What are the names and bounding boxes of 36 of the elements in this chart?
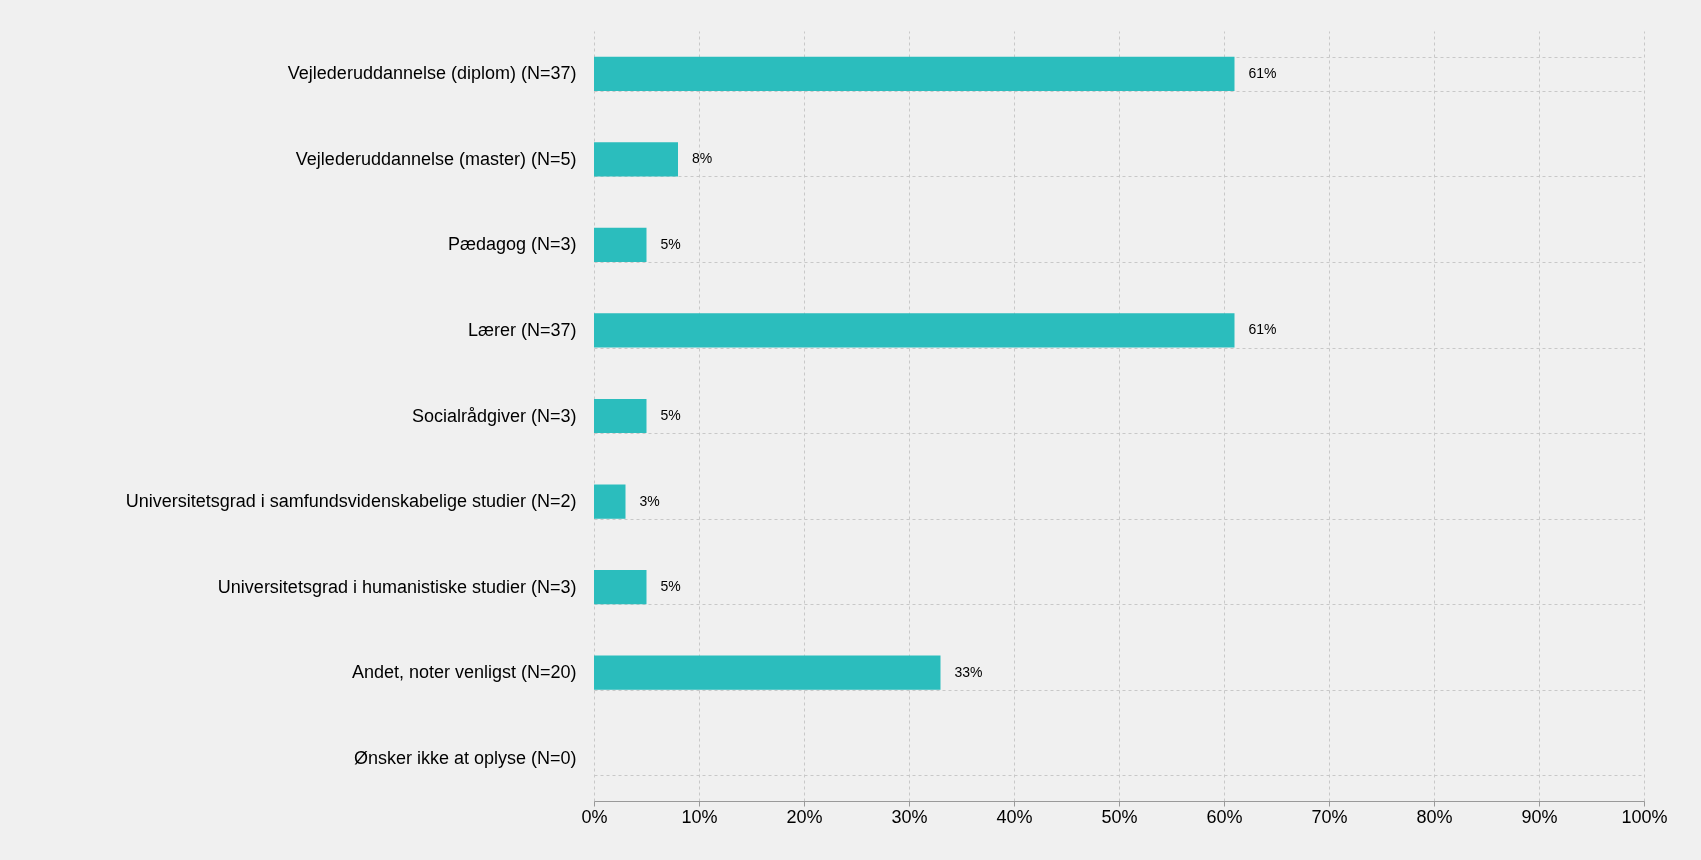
bar — [594, 313, 1235, 348]
x-tick-label: 60% — [1206, 806, 1243, 827]
data-label: 5% — [660, 407, 681, 423]
y-tick-label: Lærer (N=37) — [467, 319, 577, 340]
y-tick-label: Vejlederuddannelse (diplom) (N=37) — [287, 63, 577, 84]
bar — [594, 398, 647, 434]
x-tick-label: 20% — [786, 806, 823, 827]
data-label: 5% — [660, 578, 681, 595]
x-tick-label: 0% — [581, 806, 608, 827]
y-tick-label: Universitetsgrad i humanistiske studier (N=3) — [217, 576, 577, 597]
x-tick-label: 80% — [1416, 806, 1453, 827]
y-tick-label: Pædagog (N=3) — [447, 234, 577, 255]
bar — [594, 227, 647, 262]
y-tick-label: Universitetsgrad i samfundsvidenskabelige studier (N=2) — [125, 491, 577, 512]
y-tick-label: Socialrådgiver (N=3) — [411, 405, 577, 426]
x-tick-label: 40% — [996, 806, 1033, 827]
data-label: 61% — [1248, 64, 1277, 81]
data-label: 3% — [639, 492, 660, 509]
x-tick-label: 90% — [1521, 806, 1558, 827]
x-tick-label: 50% — [1101, 806, 1138, 827]
x-tick-label: 70% — [1311, 806, 1348, 827]
x-tick-label: 10% — [681, 806, 718, 827]
data-label: 61% — [1248, 321, 1277, 338]
bar — [594, 570, 647, 605]
bar — [594, 56, 1235, 91]
bar — [594, 142, 678, 177]
data-label: 33% — [954, 663, 983, 680]
y-tick-label: Vejlederuddannelse (master) (N=5) — [295, 148, 577, 169]
data-label: 5% — [660, 235, 681, 252]
bar — [594, 655, 941, 690]
y-tick-label: Ønsker ikke at oplyse (N=0) — [353, 747, 577, 768]
bar — [594, 484, 626, 519]
y-tick-label: Andet, noter venligst (N=20) — [351, 662, 577, 683]
x-tick-label: 30% — [891, 806, 928, 827]
x-tick-label: 100% — [1621, 806, 1668, 827]
data-label: 8% — [692, 150, 713, 167]
